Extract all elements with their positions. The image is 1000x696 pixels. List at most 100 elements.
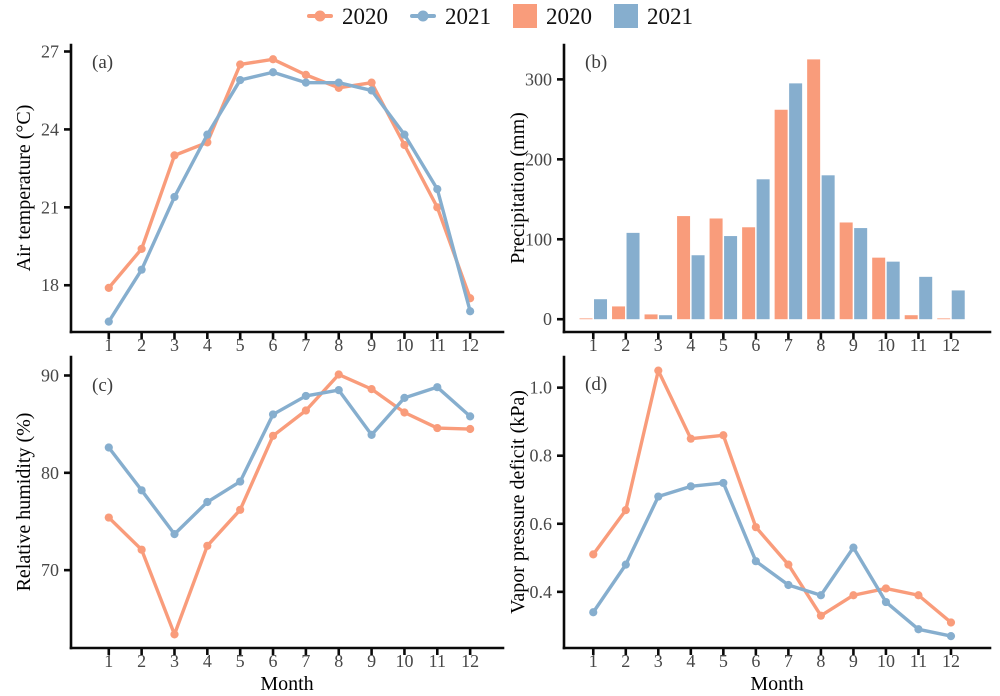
point-2021-month-10: [881, 597, 891, 607]
bar-2021-month-11: [919, 276, 933, 320]
bar-2020-month-6: [742, 227, 756, 320]
point-2021-month-8: [334, 385, 343, 395]
panel-label-d: (d): [585, 374, 607, 395]
x-tick-label: 3: [654, 335, 663, 355]
bar-2021-month-10: [886, 261, 900, 320]
legend-item-2020-line: 2020: [307, 5, 388, 28]
point-2021-month-7: [784, 580, 793, 590]
point-2020-month-6: [751, 523, 760, 532]
point-2020-month-10: [881, 584, 891, 593]
x-tick-label: 7: [301, 651, 310, 671]
x-tick-label: 4: [686, 335, 695, 355]
bar-2020-month-12: [937, 318, 951, 320]
x-tick-label: 10: [877, 335, 895, 355]
2020-square-marker-icon: [513, 4, 537, 28]
bar-2020-month-11: [904, 315, 918, 320]
y-tick-label: 27: [41, 41, 59, 61]
bar-2020-month-10: [872, 257, 886, 320]
x-tick-label: 6: [751, 335, 760, 355]
point-2020-month-1: [104, 513, 113, 522]
x-tick-label: 12: [461, 651, 479, 671]
x-tick-label: 8: [816, 651, 825, 671]
point-2021-month-6: [751, 557, 760, 566]
point-2021-month-9: [367, 86, 376, 95]
bar-2021-month-6: [756, 179, 770, 320]
2021-square-marker-icon: [614, 4, 638, 28]
bar-2020-month-3: [644, 314, 658, 320]
point-2021-month-2: [621, 560, 630, 569]
point-2021-month-8: [816, 591, 826, 600]
legend-item-2021-line: 2021: [410, 5, 491, 28]
point-2021-month-11: [433, 185, 442, 194]
point-2020-month-2: [621, 506, 630, 515]
x-tick-label: 5: [236, 335, 245, 355]
point-2021-month-2: [137, 265, 146, 274]
x-tick-label: 12: [942, 651, 960, 671]
x-tick-label: 1: [104, 651, 113, 671]
x-tick-label: 12: [942, 335, 960, 355]
x-tick-label: 6: [751, 651, 760, 671]
bar-2021-month-8: [821, 175, 835, 320]
point-2020-month-7: [784, 560, 793, 569]
x-tick-label: 8: [816, 335, 825, 355]
legend-label: 2020: [342, 3, 388, 29]
x-tick-label: 5: [236, 651, 245, 671]
x-tick-label: 10: [395, 651, 413, 671]
y-tick-label: 0.6: [530, 514, 553, 534]
point-2021-month-12: [946, 631, 956, 641]
2021-line-marker-icon: [410, 14, 436, 18]
point-2020-month-8: [816, 611, 826, 620]
point-2020-month-4: [686, 434, 695, 443]
panel-label-a: (a): [92, 52, 113, 73]
point-2021-month-11: [433, 383, 442, 392]
point-2021-month-1: [104, 443, 113, 452]
bar-2020-month-9: [839, 222, 853, 320]
point-2020-month-9: [367, 78, 376, 87]
series-line-2021: [107, 385, 472, 536]
x-tick-label: 5: [719, 651, 728, 671]
point-2021-month-9: [849, 543, 858, 552]
x-tick-label: 3: [654, 651, 663, 671]
y-tick-label: 200: [525, 149, 552, 169]
point-2020-month-6: [268, 431, 278, 440]
bar-2020-month-8: [807, 59, 821, 320]
y-tick-label: 24: [41, 119, 59, 139]
bar-2020-month-7: [774, 109, 788, 320]
point-2021-month-8: [334, 78, 343, 87]
x-tick-label: 2: [137, 651, 146, 671]
point-2020-month-10: [400, 140, 409, 150]
2020-line-marker-icon: [307, 14, 333, 18]
point-2020-month-9: [849, 591, 858, 600]
x-tick-label: 3: [170, 651, 179, 671]
point-2021-month-11: [914, 625, 923, 634]
x-tick-label: 2: [621, 651, 630, 671]
point-2020-month-7: [301, 70, 310, 79]
point-2021-month-3: [170, 192, 179, 202]
x-tick-label: 1: [589, 651, 598, 671]
point-2020-month-3: [170, 630, 179, 639]
x-tick-label: 10: [877, 651, 895, 671]
y-tick-label: 80: [41, 463, 59, 483]
legend-item-2021-bar: 2021: [614, 4, 693, 28]
x-tick-label: 9: [367, 335, 376, 355]
point-2020-month-11: [433, 423, 442, 433]
point-2021-month-3: [170, 530, 179, 539]
series-line-2021: [107, 70, 472, 324]
point-2021-month-5: [236, 75, 245, 85]
x-tick-label: 9: [849, 335, 858, 355]
y-tick-label: 1.0: [530, 378, 553, 398]
x-tick-label: 2: [137, 335, 146, 355]
y-tick-label: 0: [543, 309, 552, 329]
y-tick-label: 18: [41, 275, 59, 295]
point-2020-month-6: [268, 55, 278, 64]
bar-2021-month-3: [659, 315, 673, 320]
point-2020-month-4: [203, 541, 212, 550]
x-tick-label: 7: [784, 335, 793, 355]
point-2020-month-9: [367, 385, 376, 394]
point-2020-month-8: [334, 370, 343, 379]
y-axis-title-a: Air temperature (°C): [13, 105, 35, 272]
point-2021-month-2: [137, 486, 146, 495]
point-2020-month-1: [104, 283, 113, 292]
y-axis-title-c: Relative humidity (%): [13, 413, 35, 592]
point-2020-month-2: [137, 244, 146, 253]
